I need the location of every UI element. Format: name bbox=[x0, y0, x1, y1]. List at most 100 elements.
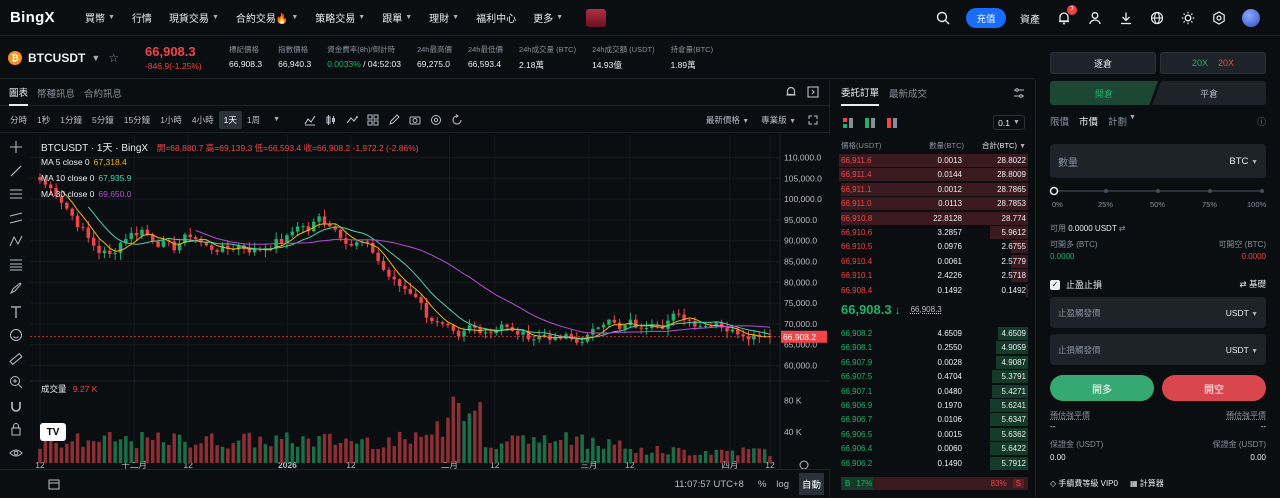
checkbox-checked-icon[interactable]: ✓ bbox=[1050, 279, 1060, 290]
pattern-icon[interactable] bbox=[7, 232, 25, 250]
bid-row[interactable]: 66,908.2 4.6509 4.6509 bbox=[839, 327, 1028, 340]
quantity-slider[interactable] bbox=[1048, 185, 1268, 197]
timeframe-7[interactable]: 1天 bbox=[218, 110, 242, 129]
crosshair-icon[interactable] bbox=[7, 138, 25, 156]
candle-type-icon[interactable] bbox=[325, 114, 337, 126]
emoji-icon[interactable] bbox=[7, 326, 25, 344]
open-position-tab[interactable]: 開倉 bbox=[1050, 81, 1158, 105]
order-type-2[interactable]: 計劃 bbox=[1108, 117, 1128, 128]
chart-tab-2[interactable]: 合約訊息 bbox=[84, 88, 123, 100]
timeframe-8[interactable]: 1周 bbox=[246, 114, 261, 125]
assets-link[interactable]: 資產 bbox=[1020, 14, 1040, 26]
bid-row[interactable]: 66,907.5 0.4704 5.3791 bbox=[839, 370, 1028, 384]
bid-row[interactable]: 66,907.9 0.0028 4.9087 bbox=[839, 355, 1028, 369]
timeframe-4[interactable]: 15分鐘 bbox=[123, 114, 151, 125]
chart-tab-0[interactable]: 圖表 bbox=[9, 80, 29, 106]
timeframe-1[interactable]: 1秒 bbox=[37, 114, 51, 125]
bid-row[interactable]: 66,906.9 0.1970 5.6241 bbox=[839, 399, 1028, 412]
order-type-0[interactable]: 限價 bbox=[1050, 117, 1070, 128]
nav-item-2[interactable]: 現貨交易 ▼ bbox=[169, 10, 219, 25]
panel-collapse-icon[interactable] bbox=[807, 86, 819, 98]
bell-icon[interactable]: 7 bbox=[1056, 5, 1077, 26]
timeframe-5[interactable]: 1小時 bbox=[160, 114, 182, 125]
candlestick-chart[interactable]: 110,000.0 105,000.0 100,000.0 95,000.0 90,00… bbox=[30, 135, 830, 470]
ask-row[interactable]: 66,911.0 0.0113 28.7853 bbox=[839, 197, 1028, 211]
eye-icon[interactable] bbox=[7, 444, 25, 462]
horizontal-lines-icon[interactable] bbox=[7, 185, 25, 203]
open-short-button[interactable]: 開空 bbox=[1162, 375, 1266, 401]
bingx-logo[interactable]: BingX bbox=[10, 9, 55, 26]
orderbook-tab-0[interactable]: 委託訂單 bbox=[841, 80, 880, 106]
stop-loss-input[interactable]: 止損觸發價 USDT ▼ bbox=[1050, 334, 1266, 365]
nav-item-7[interactable]: 福利中心 bbox=[476, 10, 516, 25]
close-position-tab[interactable]: 平倉 bbox=[1152, 81, 1266, 105]
reset-icon[interactable] bbox=[451, 113, 463, 126]
lock-icon[interactable] bbox=[7, 420, 25, 438]
chart-tab-1[interactable]: 幣種訊息 bbox=[37, 88, 76, 100]
calculator-link[interactable]: ▦ 計算器 bbox=[1130, 478, 1164, 489]
camera-icon[interactable] bbox=[409, 114, 421, 126]
theme-sun-icon[interactable] bbox=[1180, 10, 1196, 26]
settings-icon[interactable] bbox=[1211, 10, 1227, 26]
view-bids-icon[interactable] bbox=[865, 118, 875, 128]
precision-select[interactable]: 0.1 ▼ bbox=[993, 115, 1025, 130]
view-both-icon[interactable] bbox=[843, 118, 853, 128]
orderbook-settings-icon[interactable] bbox=[1013, 87, 1025, 99]
percent-toggle[interactable]: % bbox=[757, 478, 767, 490]
trendline-icon[interactable] bbox=[7, 162, 25, 180]
order-type-1[interactable]: 市價 bbox=[1079, 117, 1099, 128]
symbol-selector[interactable]: BTCUSDT bbox=[28, 50, 86, 65]
auto-toggle[interactable]: 自動 bbox=[798, 473, 824, 495]
calendar-icon[interactable] bbox=[48, 478, 60, 490]
timeframe-more-icon[interactable]: ▼ bbox=[273, 116, 281, 123]
alert-bell-icon[interactable] bbox=[785, 86, 797, 98]
nav-item-3[interactable]: 合約交易🔥 ▼ bbox=[236, 10, 298, 25]
magnet-icon[interactable] bbox=[7, 397, 25, 415]
nav-item-8[interactable]: 更多 ▼ bbox=[533, 10, 563, 25]
leverage-button[interactable]: 20X 20X bbox=[1160, 52, 1266, 74]
sl-unit-select[interactable]: USDT ▼ bbox=[1226, 345, 1258, 355]
bid-row[interactable]: 66,908.1 0.2550 4.9059 bbox=[839, 341, 1028, 355]
fib-icon[interactable] bbox=[7, 256, 25, 274]
nav-item-6[interactable]: 理財 ▼ bbox=[429, 10, 459, 25]
orderbook-tab-1[interactable]: 最新成交 bbox=[889, 89, 928, 100]
view-asks-icon[interactable] bbox=[887, 118, 897, 128]
star-icon[interactable]: ☆ bbox=[108, 50, 120, 65]
header-total[interactable]: 合計(BTC) ▼ bbox=[964, 140, 1026, 151]
timeframe-0[interactable]: 分時 bbox=[10, 114, 28, 125]
nav-item-4[interactable]: 策略交易 ▼ bbox=[315, 10, 365, 25]
nav-item-5[interactable]: 跟單 ▼ bbox=[382, 10, 412, 25]
globe-icon[interactable] bbox=[1149, 10, 1165, 26]
ask-row[interactable]: 66,910.5 0.0976 2.6755 bbox=[839, 240, 1028, 254]
promo-icon[interactable] bbox=[586, 8, 607, 27]
ask-row[interactable]: 66,910.4 0.0061 2.5779 bbox=[839, 254, 1028, 268]
zoom-in-icon[interactable] bbox=[7, 373, 25, 391]
avatar[interactable] bbox=[1242, 9, 1260, 27]
ask-row[interactable]: 66,910.6 3.2857 5.9612 bbox=[839, 226, 1028, 239]
fullscreen-icon[interactable] bbox=[808, 115, 818, 125]
user-icon[interactable] bbox=[1087, 10, 1103, 26]
timeframe-2[interactable]: 1分鐘 bbox=[60, 114, 82, 125]
nav-item-1[interactable]: 行情 bbox=[132, 10, 152, 25]
compare-icon[interactable] bbox=[346, 114, 359, 126]
tradingview-logo[interactable]: TV bbox=[40, 423, 66, 441]
ruler-icon[interactable] bbox=[7, 350, 25, 368]
open-long-button[interactable]: 開多 bbox=[1050, 375, 1154, 401]
ask-row[interactable]: 66,910.1 2.4226 2.5718 bbox=[839, 269, 1028, 283]
channel-icon[interactable] bbox=[7, 209, 25, 227]
bid-row[interactable]: 66,906.2 0.1490 5.7912 bbox=[839, 456, 1028, 470]
indicator-icon[interactable] bbox=[304, 114, 316, 126]
brush-icon[interactable] bbox=[7, 279, 25, 297]
quantity-input[interactable]: 數量 BTC ▼ bbox=[1050, 144, 1266, 178]
bid-row[interactable]: 66,906.5 0.0015 5.6362 bbox=[839, 427, 1028, 441]
bid-row[interactable]: 66,907.1 0.0480 5.4271 bbox=[839, 384, 1028, 398]
deposit-button[interactable]: 充值 bbox=[966, 8, 1006, 28]
download-icon[interactable] bbox=[1118, 10, 1134, 26]
basic-mode-toggle[interactable]: ⇄ 基礎 bbox=[1239, 278, 1266, 290]
draw-icon[interactable] bbox=[388, 113, 400, 126]
pro-view-select[interactable]: 專業版 ▼ bbox=[761, 114, 796, 126]
tpsl-toggle[interactable]: ✓ 止盈止損 bbox=[1050, 278, 1102, 291]
chevron-down-icon[interactable]: ▼ bbox=[91, 52, 101, 63]
ask-row[interactable]: 66,911.4 0.0144 28.8009 bbox=[839, 168, 1028, 182]
log-toggle[interactable]: log bbox=[776, 478, 789, 490]
